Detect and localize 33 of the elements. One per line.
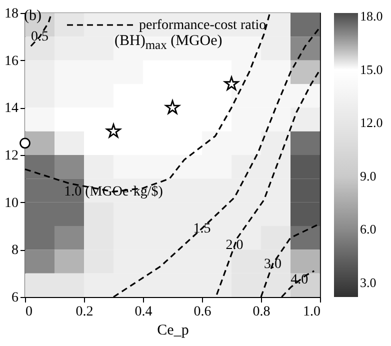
color-bar-label: 12.0	[360, 115, 383, 130]
x-tick-label: 0.8	[252, 304, 270, 320]
annotation: 1.5	[193, 221, 211, 236]
color-bar-label: 6.0	[360, 222, 376, 237]
annotation: 3.0	[264, 256, 282, 272]
x-axis-title: Ce_p	[157, 322, 189, 338]
color-bar-label: 3.0	[360, 274, 376, 290]
legend-label: performance-cost ratio	[139, 18, 266, 33]
point	[224, 76, 239, 90]
annotation: 0.5	[31, 30, 48, 45]
annotation: 4.0	[290, 272, 308, 288]
x-tick-label: 0.2	[76, 304, 94, 320]
annotation: 2.0	[226, 238, 244, 253]
point	[106, 124, 121, 138]
y-tick-label: 16	[4, 54, 18, 69]
y-tick-label: 18	[4, 6, 18, 22]
point	[20, 138, 30, 149]
annotation: (BH)$_{max}$ (MGOe)	[114, 33, 222, 53]
x-tick-label: 0	[26, 304, 32, 320]
y-tick-label: 10	[4, 196, 18, 211]
point	[165, 100, 180, 114]
annotation: 1.0 (MGOe·kg/$)	[64, 184, 164, 200]
color-bar-label: 18.0	[360, 8, 383, 24]
x-tick-label: 1.0	[303, 304, 320, 320]
annotation: (b)	[24, 8, 42, 25]
color-bar-label: 15.0	[360, 62, 383, 77]
y-tick-label: 8	[12, 243, 18, 258]
x-tick-label: 0.4	[134, 304, 152, 320]
y-tick-label: 12	[4, 148, 18, 164]
y-tick-label: 14	[4, 101, 18, 116]
y-tick-label: 6	[12, 290, 18, 306]
color-bar-label: 9.0	[360, 168, 376, 184]
x-tick-label: 0.6	[194, 304, 212, 320]
